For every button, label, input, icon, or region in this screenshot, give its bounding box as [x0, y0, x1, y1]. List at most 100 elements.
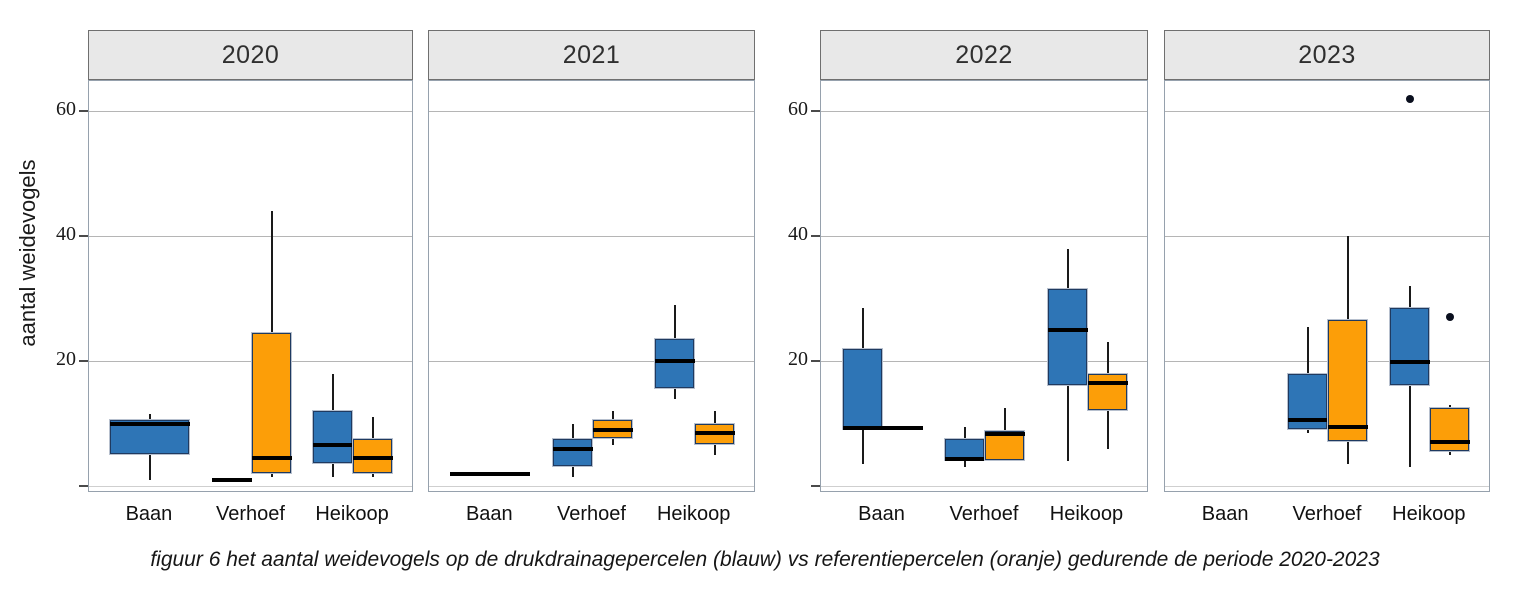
- gridline-y40: [1165, 236, 1489, 237]
- facet-panel-2020: [88, 80, 413, 492]
- gridline-y60: [1165, 111, 1489, 112]
- median-2020-Heikoop-orange: [353, 455, 394, 460]
- upper-whisker-2021-Verhoef-blue: [571, 423, 574, 440]
- median-2022-Baan-blue: [842, 425, 883, 430]
- gridline-y20: [89, 361, 412, 362]
- upper-whisker-2022-Heikoop-blue: [1066, 248, 1069, 290]
- gridline-y0: [1165, 486, 1489, 487]
- gridline-y0: [89, 486, 412, 487]
- median-2023-Verhoef-orange: [1328, 424, 1368, 429]
- upper-whisker-2021-Verhoef-orange: [611, 411, 614, 421]
- gridline-y40: [89, 236, 412, 237]
- median-2023-Heikoop-blue: [1389, 360, 1430, 365]
- figure-caption: figuur 6 het aantal weidevogels op de dr…: [150, 548, 1380, 571]
- box-2020-Verhoef-orange: [251, 332, 291, 473]
- flat-box-2020-Verhoef-blue: [211, 477, 252, 482]
- lower-whisker-2020-Baan-blue: [148, 454, 151, 480]
- lower-whisker-2023-Heikoop-orange: [1448, 451, 1451, 455]
- lower-whisker-2020-Heikoop-blue: [332, 464, 335, 477]
- upper-whisker-2021-Heikoop-blue: [673, 304, 676, 340]
- median-2022-Heikoop-blue: [1047, 327, 1088, 332]
- y-tick-mark-0: [811, 485, 820, 487]
- outlier-2023-Heikoop-blue-62: [1405, 94, 1414, 103]
- y-tick-label-40: 40: [56, 223, 76, 245]
- median-2020-Verhoef-orange: [251, 455, 292, 460]
- median-2023-Verhoef-blue: [1288, 418, 1328, 423]
- median-2021-Heikoop-orange: [694, 430, 735, 435]
- x-tick-label-2021-Verhoef: Verhoef: [557, 503, 626, 525]
- upper-whisker-2022-Verhoef-blue: [964, 426, 966, 440]
- facet-panel-2022: [820, 80, 1148, 492]
- upper-whisker-2022-Baan-blue: [861, 307, 864, 349]
- flat-box-2021-Baan-blue: [450, 471, 531, 476]
- upper-whisker-2023-Heikoop-orange: [1448, 404, 1451, 408]
- lower-whisker-2020-Heikoop-orange: [372, 473, 375, 477]
- y-tick-mark-60: [811, 110, 820, 112]
- lower-whisker-2022-Heikoop-orange: [1106, 411, 1109, 449]
- box-2021-Verhoef-blue: [552, 439, 592, 467]
- upper-whisker-2020-Heikoop-orange: [372, 417, 375, 440]
- lower-whisker-2021-Heikoop-blue: [673, 389, 676, 399]
- box-2022-Baan-blue: [842, 348, 882, 429]
- gridline-y60: [429, 111, 754, 112]
- median-2020-Heikoop-blue: [313, 443, 354, 448]
- y-tick-mark-20: [811, 360, 820, 362]
- upper-whisker-2021-Heikoop-orange: [713, 411, 716, 424]
- flat-box-2022-Baan-orange: [882, 425, 923, 430]
- box-2022-Heikoop-blue: [1047, 289, 1087, 385]
- box-2023-Verhoef-orange: [1328, 320, 1367, 442]
- upper-whisker-2020-Baan-blue: [148, 414, 151, 421]
- median-2023-Heikoop-orange: [1429, 440, 1470, 445]
- upper-whisker-2023-Heikoop-blue: [1408, 286, 1411, 308]
- median-2021-Heikoop-blue: [654, 359, 695, 363]
- y-tick-mark-40: [811, 235, 820, 237]
- median-2022-Verhoef-orange: [985, 431, 1025, 436]
- upper-whisker-2020-Heikoop-blue: [332, 373, 335, 411]
- y-tick-mark-20: [79, 360, 88, 362]
- box-2022-Heikoop-orange: [1087, 373, 1127, 410]
- box-2023-Heikoop-blue: [1389, 307, 1429, 385]
- x-tick-label-2023-Verhoef: Verhoef: [1292, 503, 1362, 525]
- y-tick-label-20: 20: [56, 348, 76, 370]
- median-2022-Heikoop-orange: [1087, 380, 1128, 385]
- box-2022-Verhoef-orange: [985, 431, 1024, 460]
- y-tick-label-40: 40: [788, 223, 808, 245]
- x-tick-label-2023-Baan: Baan: [1201, 503, 1249, 525]
- lower-whisker-2023-Heikoop-blue: [1408, 386, 1411, 468]
- gridline-y20: [429, 361, 754, 362]
- box-2020-Baan-blue: [109, 420, 189, 454]
- gridline-y60: [89, 111, 412, 112]
- median-2022-Verhoef-blue: [945, 457, 985, 462]
- x-tick-label-2022-Baan: Baan: [858, 503, 905, 525]
- y-tick-label-60: 60: [56, 98, 76, 120]
- gridline-y20: [821, 361, 1147, 362]
- x-tick-label-2020-Verhoef: Verhoef: [216, 503, 285, 525]
- box-2020-Heikoop-blue: [313, 411, 353, 464]
- median-2020-Baan-blue: [109, 421, 190, 426]
- x-tick-label-2021-Baan: Baan: [465, 503, 513, 525]
- gridline-y0: [821, 486, 1147, 487]
- x-tick-label-2023-Heikoop: Heikoop: [1392, 503, 1466, 525]
- box-2020-Heikoop-orange: [353, 439, 393, 473]
- gridline-y40: [429, 236, 754, 237]
- lower-whisker-2023-Verhoef-orange: [1347, 442, 1349, 465]
- x-tick-label-2020-Baan: Baan: [125, 503, 173, 525]
- upper-whisker-2020-Verhoef-orange: [270, 211, 273, 333]
- gridline-y0: [429, 486, 754, 487]
- lower-whisker-2022-Verhoef-blue: [964, 461, 966, 468]
- y-tick-label-60: 60: [788, 98, 808, 120]
- lower-whisker-2020-Verhoef-orange: [270, 473, 273, 477]
- lower-whisker-2022-Heikoop-blue: [1066, 386, 1069, 461]
- x-tick-label-2021-Heikoop: Heikoop: [656, 503, 731, 525]
- gridline-y60: [821, 111, 1147, 112]
- upper-whisker-2022-Verhoef-orange: [1004, 407, 1006, 431]
- facet-strip-2023: 2023: [1164, 30, 1490, 80]
- x-tick-label-2022-Verhoef: Verhoef: [949, 503, 1019, 525]
- facet-panel-2021: [428, 80, 755, 492]
- lower-whisker-2023-Verhoef-blue: [1307, 429, 1309, 433]
- facet-strip-2020: 2020: [88, 30, 413, 80]
- facet-strip-2022: 2022: [820, 30, 1148, 80]
- y-tick-mark-0: [79, 485, 88, 487]
- box-2021-Heikoop-blue: [654, 339, 694, 389]
